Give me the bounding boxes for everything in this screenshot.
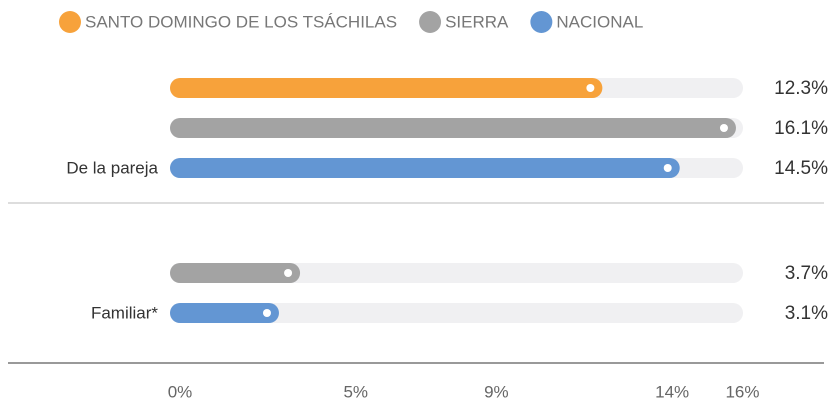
- bar: [170, 78, 603, 98]
- bar-dot: [586, 84, 595, 92]
- legend-swatch: [530, 11, 553, 33]
- legend-swatch: [59, 11, 81, 33]
- x-tick-label: 5%: [343, 382, 368, 401]
- value-label: 12.3%: [774, 78, 828, 99]
- value-label: 14.5%: [774, 158, 828, 179]
- category-label: Familiar*: [91, 303, 158, 322]
- value-label: 16.1%: [774, 118, 828, 139]
- bar-dot: [663, 164, 672, 172]
- bar: [170, 158, 680, 178]
- bar: [170, 263, 301, 283]
- x-tick-label: 0%: [168, 382, 193, 401]
- bar: [170, 303, 279, 323]
- value-label: 3.1%: [785, 303, 828, 324]
- category-label: De la pareja: [66, 158, 158, 177]
- bar-dot: [719, 124, 728, 132]
- x-tick-label: 9%: [484, 382, 509, 401]
- bar-dot: [284, 269, 293, 277]
- legend-swatch: [419, 11, 442, 33]
- bar: [170, 118, 736, 138]
- bar-dot: [262, 309, 271, 317]
- legend-label: SANTO DOMINGO DE LOS TSÁCHILAS: [85, 12, 397, 31]
- value-label: 3.7%: [785, 263, 828, 284]
- legend-label: SIERRA: [445, 12, 509, 31]
- x-tick-label: 16%: [725, 382, 759, 401]
- x-tick-label: 14%: [655, 382, 689, 401]
- bar-track: [170, 303, 743, 323]
- legend-label: NACIONAL: [556, 12, 643, 31]
- bar-track: [170, 263, 743, 283]
